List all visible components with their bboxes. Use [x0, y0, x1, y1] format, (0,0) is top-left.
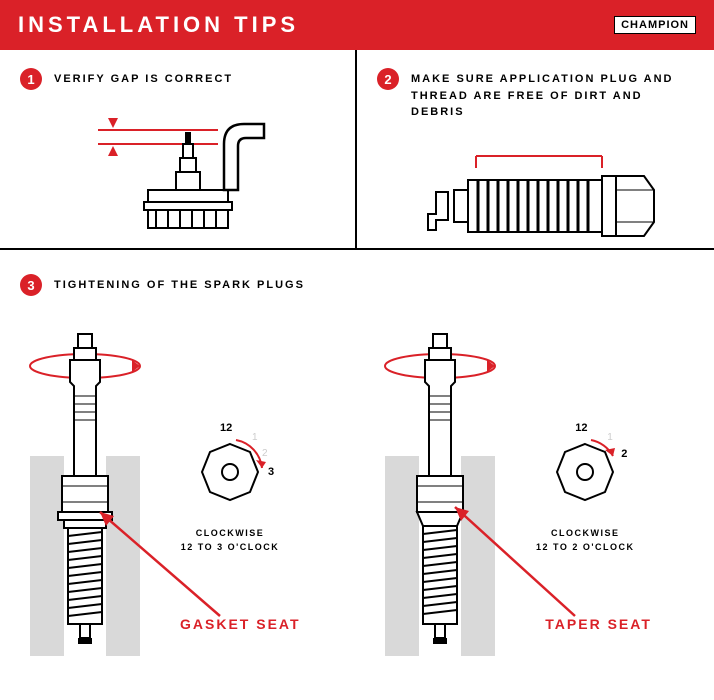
- step-2-head: 2 Make sure application plug and thread …: [377, 68, 694, 121]
- step-2-text: Make sure application plug and thread ar…: [411, 68, 694, 121]
- step-3-text: Tightening of the spark plugs: [54, 274, 305, 294]
- taper-arrow-icon: [445, 501, 585, 626]
- step-1-head: 1 Verify gap is correct: [20, 68, 335, 90]
- tightening-diagrams: 12 1 2 3 CLOCKWISE 12 TO 3 O'CLOCK GASKE…: [20, 306, 694, 676]
- top-row: 1 Verify gap is correct: [0, 50, 714, 250]
- gasket-panel: 12 1 2 3 CLOCKWISE 12 TO 3 O'CLOCK GASKE…: [20, 306, 365, 676]
- step-3-cell: 3 Tightening of the spark plugs: [0, 250, 714, 686]
- step-3-badge: 3: [20, 274, 42, 296]
- gasket-seat-label: GASKET SEAT: [180, 616, 301, 632]
- page-title: INSTALLATION TIPS: [18, 12, 299, 38]
- header-bar: INSTALLATION TIPS CHAMPION: [0, 0, 714, 50]
- step-1-badge: 1: [20, 68, 42, 90]
- dial-3: 3: [268, 466, 274, 478]
- taper-seat-label: TAPER SEAT: [545, 616, 652, 632]
- step-2-badge: 2: [377, 68, 399, 90]
- dial-rn1: 1: [607, 432, 613, 443]
- gap-diagram: [20, 100, 335, 230]
- step-3-head: 3 Tightening of the spark plugs: [20, 274, 694, 296]
- dial-r12: 12: [575, 422, 587, 434]
- step-1-cell: 1 Verify gap is correct: [0, 50, 357, 248]
- dial-n1: 1: [252, 432, 258, 443]
- taper-panel: 12 1 2 CLOCKWISE 12 TO 2 O'CLOCK TAPER S…: [375, 306, 694, 676]
- step-1-text: Verify gap is correct: [54, 68, 233, 88]
- step-2-cell: 2 Make sure application plug and thread …: [357, 50, 714, 248]
- thread-diagram: [377, 131, 694, 261]
- dial-n2: 2: [262, 448, 268, 459]
- brand-logo: CHAMPION: [614, 16, 696, 34]
- dial-12: 12: [220, 422, 232, 434]
- dial-r2: 2: [621, 448, 627, 460]
- gasket-arrow-icon: [90, 506, 230, 626]
